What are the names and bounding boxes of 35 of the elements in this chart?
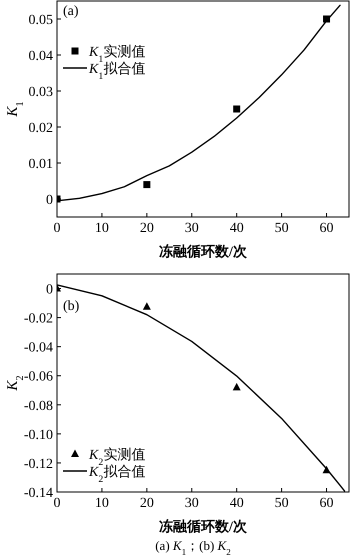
x-tick-label: 50 bbox=[274, 496, 289, 511]
y-tick-label: -0.02 bbox=[24, 312, 53, 327]
x-tick-label: 20 bbox=[140, 496, 154, 511]
point bbox=[233, 106, 240, 112]
text: (a) K$_{1}$；(b) K$_{2}$ bbox=[155, 538, 232, 556]
y-tick-label: 0.02 bbox=[28, 121, 53, 136]
y-tick-label: -0.08 bbox=[24, 398, 53, 414]
y-tick-label: -0.10 bbox=[24, 428, 53, 443]
y-tick-label: 0.03 bbox=[28, 85, 53, 100]
x-axis-title: 冻融循环数/次 bbox=[159, 243, 248, 260]
annotation: (a) bbox=[63, 4, 79, 19]
y-tick-label: -0.06 bbox=[24, 370, 53, 385]
x-axis-title: 冻融循环数/次 bbox=[159, 518, 248, 535]
y-tick-label: -0.12 bbox=[24, 456, 53, 472]
y-tick-label: 0.01 bbox=[28, 157, 53, 172]
y-tick-label: 0 bbox=[46, 282, 53, 298]
annotation: (b) bbox=[63, 299, 80, 314]
point bbox=[142, 302, 151, 310]
point bbox=[143, 181, 150, 188]
y-tick-label: 0.05 bbox=[28, 13, 53, 28]
x-tick-label: 40 bbox=[230, 496, 244, 511]
y-tick-label: -0.04 bbox=[24, 340, 53, 356]
point bbox=[232, 382, 241, 390]
x-tick-label: 60 bbox=[320, 221, 334, 236]
x-tick-label: 10 bbox=[94, 221, 109, 236]
y-tick-label: 0 bbox=[46, 193, 53, 208]
y-tick-label: -0.14 bbox=[24, 486, 53, 501]
x-tick-label: 30 bbox=[184, 221, 199, 236]
x-tick-label: 40 bbox=[230, 221, 244, 236]
x-tick-label: 10 bbox=[94, 496, 109, 511]
x-tick-label: 60 bbox=[320, 496, 334, 511]
x-tick-label: 30 bbox=[184, 496, 199, 511]
x-tick-label: 50 bbox=[274, 221, 289, 236]
x-tick-label: 20 bbox=[140, 221, 154, 236]
y-tick-label: 0.04 bbox=[28, 49, 53, 64]
